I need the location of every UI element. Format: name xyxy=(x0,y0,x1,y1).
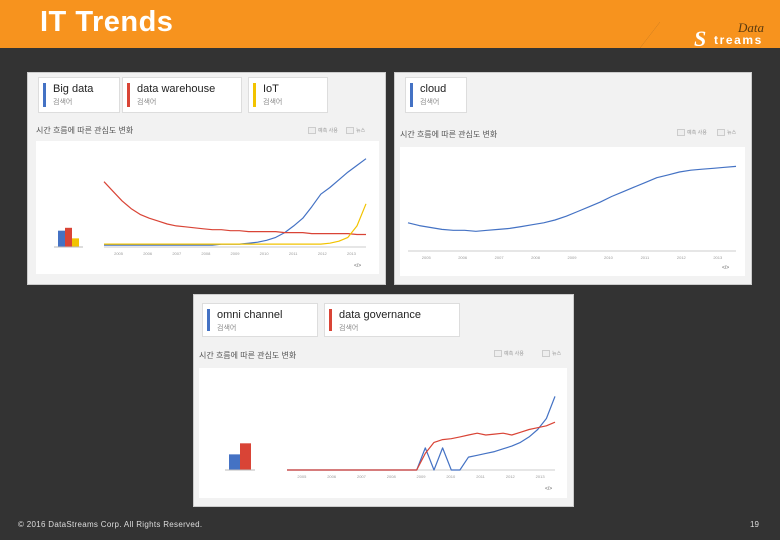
chart-title: 시간 흐름에 따른 관심도 변화 xyxy=(400,130,498,139)
x-tick-label: 2012 xyxy=(506,474,516,479)
term-card-cloud[interactable]: cloud 검색어 xyxy=(405,77,467,113)
x-tick-label: 2008 xyxy=(201,251,211,256)
series-line xyxy=(104,158,367,246)
x-tick-label: 2006 xyxy=(143,251,153,256)
news-toggle-label: 뉴스 xyxy=(356,128,366,134)
x-tick-label: 2006 xyxy=(327,474,337,479)
forecast-toggle[interactable]: 예측 사용 xyxy=(308,127,338,135)
x-tick-label: 2011 xyxy=(641,255,650,260)
x-tick-label: 2010 xyxy=(260,251,270,256)
trend-panel-bigdata: Big data 검색어 data warehouse 검색어 IoT 검색어 … xyxy=(27,72,386,285)
trend-chart-2: 2005 2006 2007 2008 2009 2010 2011 2012 2013 xyxy=(407,165,737,260)
average-bar xyxy=(240,443,251,470)
x-tick-label: 2013 xyxy=(347,251,357,256)
forecast-toggle[interactable]: 예측 사용 xyxy=(677,129,707,137)
term-sub: 검색어 xyxy=(263,99,283,106)
datastreams-logo: S Data treams xyxy=(694,20,774,51)
term-name: IoT xyxy=(263,83,279,95)
term-color-bar xyxy=(207,309,210,331)
series-line xyxy=(104,203,367,245)
logo-mark: S xyxy=(694,26,707,51)
chart-title: 시간 흐름에 따른 관심도 변화 xyxy=(36,126,134,135)
x-tick-label: 2005 xyxy=(114,251,124,256)
term-sub: 검색어 xyxy=(339,325,359,332)
trend-chart-3: 2005 2006 2007 2008 2009 2010 2011 2012 2013 xyxy=(225,396,556,479)
forecast-toggle[interactable]: 예측 사용 xyxy=(494,350,524,358)
copyright: © 2016 DataStreams Corp. All Rights Rese… xyxy=(18,520,203,529)
term-card-data-warehouse[interactable]: data warehouse 검색어 xyxy=(122,77,242,113)
x-tick-label: 2013 xyxy=(536,474,546,479)
term-name: omni channel xyxy=(217,309,283,321)
x-tick-label: 2011 xyxy=(476,474,485,479)
x-tick-label: 2007 xyxy=(495,255,505,260)
slide-title: IT Trends xyxy=(40,6,174,38)
news-toggle-label: 뉴스 xyxy=(552,351,562,357)
logo-script: Data xyxy=(738,20,764,35)
term-card-omni-channel[interactable]: omni channel 검색어 xyxy=(202,303,318,337)
embed-icon[interactable]: </> xyxy=(545,486,553,492)
embed-icon[interactable]: </> xyxy=(354,263,362,269)
term-name: data governance xyxy=(339,309,421,321)
term-sub: 검색어 xyxy=(53,99,73,106)
x-tick-label: 2006 xyxy=(458,255,468,260)
embed-icon[interactable]: </> xyxy=(722,265,730,271)
title-bar: IT Trends S Data treams xyxy=(0,0,780,51)
term-color-bar xyxy=(329,309,332,331)
x-tick-label: 2009 xyxy=(568,255,578,260)
term-sub: 검색어 xyxy=(217,325,237,332)
trend-chart-1: 2005 2006 2007 2008 2009 2010 2011 2012 2013 xyxy=(54,158,367,256)
logo-text: treams xyxy=(714,33,763,47)
term-name: cloud xyxy=(420,83,447,95)
news-toggle-label: 뉴스 xyxy=(727,130,737,136)
news-toggle[interactable]: 뉴스 xyxy=(542,350,562,358)
x-tick-label: 2005 xyxy=(297,474,307,479)
forecast-toggle-label: 예측 사용 xyxy=(687,130,707,136)
average-bar xyxy=(58,230,65,247)
x-tick-label: 2010 xyxy=(604,255,614,260)
term-color-bar xyxy=(410,83,413,107)
x-tick-label: 2012 xyxy=(318,251,328,256)
x-tick-label: 2011 xyxy=(289,251,298,256)
x-tick-label: 2012 xyxy=(677,255,687,260)
term-color-bar xyxy=(43,83,46,107)
x-tick-label: 2008 xyxy=(531,255,541,260)
news-toggle[interactable]: 뉴스 xyxy=(346,127,366,135)
series-line xyxy=(287,396,556,471)
trend-panel-cloud: cloud 검색어 시간 흐름에 따른 관심도 변화 예측 사용 뉴스 2005… xyxy=(394,72,752,285)
x-tick-label: 2013 xyxy=(713,255,723,260)
term-color-bar xyxy=(127,83,130,107)
forecast-toggle-label: 예측 사용 xyxy=(318,128,338,134)
x-tick-label: 2010 xyxy=(446,474,456,479)
x-tick-label: 2005 xyxy=(422,255,432,260)
series-line xyxy=(287,421,556,471)
average-bar xyxy=(229,454,240,470)
average-bar xyxy=(65,227,72,247)
term-card-data-governance[interactable]: data governance 검색어 xyxy=(324,303,460,337)
trend-panel-omni: omni channel 검색어 data governance 검색어 시간 … xyxy=(193,294,574,507)
term-card-iot[interactable]: IoT 검색어 xyxy=(248,77,328,113)
series-line xyxy=(407,165,737,232)
x-tick-label: 2009 xyxy=(231,251,241,256)
news-toggle[interactable]: 뉴스 xyxy=(717,129,737,137)
chart-area: 2005 2006 2007 2008 2009 2010 2011 2012 2013 </> xyxy=(36,141,379,274)
x-tick-label: 2007 xyxy=(172,251,182,256)
term-sub: 검색어 xyxy=(137,99,157,106)
chart-area: 2005 2006 2007 2008 2009 2010 2011 2012 2013 </> xyxy=(400,147,745,276)
term-name: data warehouse xyxy=(137,83,216,95)
x-tick-label: 2008 xyxy=(387,474,397,479)
x-tick-label: 2007 xyxy=(357,474,367,479)
chart-title: 시간 흐름에 따른 관심도 변화 xyxy=(199,351,297,360)
term-card-bigdata[interactable]: Big data 검색어 xyxy=(38,77,120,113)
term-sub: 검색어 xyxy=(420,99,440,106)
x-tick-label: 2009 xyxy=(417,474,427,479)
term-name: Big data xyxy=(53,83,94,95)
average-bar xyxy=(72,238,79,247)
chart-area: 2005 2006 2007 2008 2009 2010 2011 2012 2013 </> xyxy=(199,368,567,498)
forecast-toggle-label: 예측 사용 xyxy=(504,351,524,357)
page-number: 19 xyxy=(750,520,759,529)
series-line xyxy=(103,181,366,236)
title-bar-shape xyxy=(0,0,780,48)
term-color-bar xyxy=(253,83,256,107)
